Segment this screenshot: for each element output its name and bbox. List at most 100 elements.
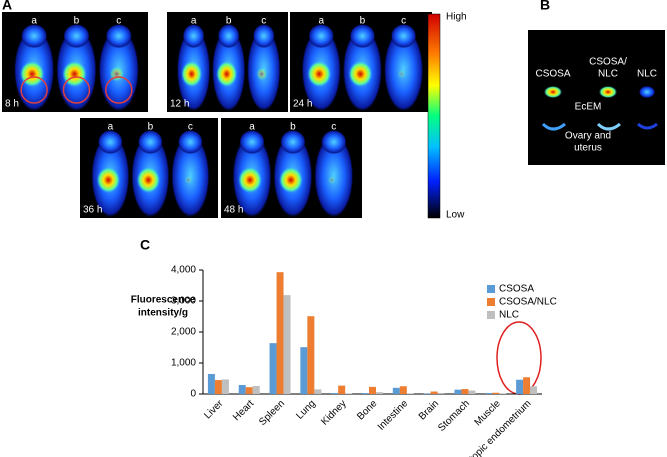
circle-mark [62, 76, 91, 104]
bar [461, 389, 469, 394]
signal [307, 61, 332, 87]
mouse-label: c [188, 122, 193, 133]
bar [238, 385, 246, 394]
mouse [383, 28, 424, 112]
x-tick-label: Brain [417, 398, 441, 422]
x-tick-label: Kidney [319, 398, 348, 427]
column-label: NLC [598, 69, 618, 80]
mouse-head [217, 24, 240, 48]
bar [314, 389, 322, 394]
time-label: 12 h [170, 99, 189, 110]
panel-label: C [140, 237, 150, 253]
color-scale [427, 13, 441, 219]
signal [181, 61, 203, 87]
time-label: 24 h [293, 99, 312, 110]
mouse-head [20, 24, 48, 48]
bar [214, 380, 222, 394]
mouse-label: b [74, 16, 80, 27]
mouse-label: c [331, 122, 336, 133]
signal [348, 61, 373, 87]
bar [269, 343, 277, 394]
x-tick-label: Spleen [257, 398, 287, 428]
mouse-head [137, 130, 163, 154]
mouse-head [239, 130, 265, 154]
mouse-head [177, 130, 203, 154]
mouse-label: c [261, 16, 266, 27]
signal [136, 167, 161, 193]
legend-swatch [487, 298, 495, 306]
organ [596, 122, 621, 131]
y-tick-label: 0 [190, 389, 196, 400]
bar [399, 386, 407, 394]
bar [376, 392, 383, 394]
panel-label: A [2, 0, 12, 13]
mouse-label: a [249, 122, 255, 133]
bar [530, 386, 538, 394]
bar [300, 347, 308, 394]
bar [276, 272, 284, 394]
x-tick-label: Liver [202, 398, 226, 422]
y-tick-label: 3,000 [171, 296, 196, 307]
panel-c: Fluorescence intensity/g 0 1,000 2,000 3,000 4… [131, 265, 557, 457]
bar [245, 387, 253, 394]
bar [207, 374, 215, 394]
bar [345, 393, 353, 394]
bar [392, 387, 400, 394]
mouse-label: a [318, 16, 324, 27]
mouse-head [390, 24, 417, 48]
y-axis-label: Fluorescence [131, 295, 196, 306]
x-tick-label: Stomach [436, 398, 472, 434]
y-tick-label: 4,000 [171, 265, 196, 276]
legend-swatch [487, 311, 495, 319]
bar [468, 390, 476, 394]
bar [406, 393, 414, 394]
column-label: NLC [637, 69, 657, 80]
bar [516, 379, 524, 394]
legend-swatch [487, 285, 495, 293]
panel-a: a b c 8 h a b c 12 h a b c 24 h a b c 36 h a b c 48 h [2, 12, 432, 218]
x-tick-label: Intestine [376, 398, 411, 433]
column-label: CSOSA/ [589, 57, 627, 68]
circle-mark [20, 76, 48, 104]
bar [307, 316, 315, 394]
mouse-label: b [290, 122, 296, 133]
mouse-label: c [401, 16, 406, 27]
legend-label: CSOSA [499, 284, 534, 295]
bar [283, 295, 291, 394]
mouse-head [280, 130, 306, 154]
y-tick-label: 2,000 [171, 327, 196, 338]
organ [599, 86, 617, 98]
legend-label: CSOSA/NLC [499, 297, 557, 308]
bar [499, 393, 507, 394]
bar [331, 393, 339, 394]
mouse-head [321, 130, 347, 154]
organ [544, 86, 562, 98]
column-label: CSOSA [535, 69, 570, 80]
mouse-label: c [116, 16, 121, 27]
circle-mark [105, 76, 133, 104]
mouse-label: b [226, 16, 232, 27]
bar [369, 386, 376, 394]
mouse-head [97, 130, 123, 154]
bar [338, 385, 346, 394]
organ [541, 122, 566, 131]
x-tick-label: Heart [231, 398, 256, 423]
bar [485, 393, 493, 394]
organ [639, 86, 655, 98]
signal [327, 175, 336, 185]
x-tick-label: Lung [294, 398, 318, 422]
signal [184, 175, 193, 185]
signal [279, 167, 303, 193]
bar [430, 391, 438, 394]
bar [523, 377, 531, 394]
mouse-label: a [31, 16, 37, 27]
bar [454, 389, 462, 394]
signal [96, 167, 121, 193]
scale-high: High [446, 12, 467, 23]
x-tick-label: Muscle [473, 398, 503, 428]
signal [256, 67, 268, 81]
mouse-head [308, 24, 335, 48]
mouse-label: b [148, 122, 154, 133]
